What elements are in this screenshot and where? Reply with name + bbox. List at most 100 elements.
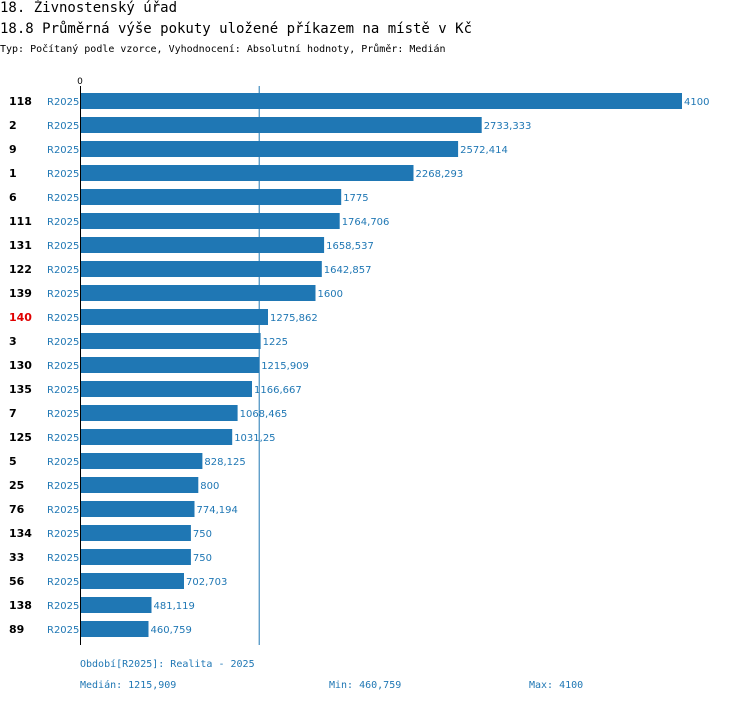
row-id-label: 25 [9, 479, 24, 492]
period-label: R2025 [47, 505, 79, 516]
row-id-label: 56 [9, 575, 25, 588]
bar [81, 237, 325, 253]
period-label: R2025 [47, 481, 79, 492]
period-label: R2025 [47, 121, 79, 132]
period-label: R2025 [47, 289, 79, 300]
row-id-label: 140 [9, 311, 32, 324]
period-label: R2025 [47, 409, 79, 420]
row-id-label: 5 [9, 455, 17, 468]
period-label: R2025 [47, 553, 79, 564]
period-label: R2025 [47, 385, 79, 396]
page-title: 18. Živnostenský úřad [0, 0, 178, 16]
bar [81, 621, 149, 637]
bar [81, 405, 238, 421]
bar-value-label: 800 [200, 481, 219, 492]
bar-value-label: 1215,909 [261, 361, 309, 372]
bar [81, 261, 322, 277]
chart-meta: Typ: Počítaný podle vzorce, Vyhodnocení:… [0, 44, 446, 55]
bar-value-label: 1068,465 [240, 409, 288, 420]
bar-value-label: 702,703 [186, 577, 227, 588]
period-label: R2025 [47, 601, 79, 612]
row-id-label: 135 [9, 383, 32, 396]
row-id-label: 134 [9, 527, 32, 540]
row-id-label: 122 [9, 263, 32, 276]
bar [81, 381, 252, 397]
row-id-label: 131 [9, 239, 32, 252]
bar [81, 333, 261, 349]
bar-value-label: 1225 [263, 337, 288, 348]
row-id-label: 7 [9, 407, 17, 420]
row-id-label: 138 [9, 599, 32, 612]
min-stat: Min: 460,759 [329, 680, 402, 691]
bar [81, 165, 414, 181]
bar-value-label: 2268,293 [416, 169, 464, 180]
period-note: Období[R2025]: Realita - 2025 [80, 659, 255, 670]
bar-value-label: 1600 [318, 289, 343, 300]
row-id-label: 89 [9, 623, 24, 636]
bar-value-label: 1275,862 [270, 313, 318, 324]
row-id-label: 125 [9, 431, 32, 444]
period-label: R2025 [47, 241, 79, 252]
period-label: R2025 [47, 433, 79, 444]
bar [81, 549, 191, 565]
period-label: R2025 [47, 313, 79, 324]
bar [81, 213, 340, 229]
bar-value-label: 1031,25 [234, 433, 275, 444]
row-id-label: 76 [9, 503, 25, 516]
period-label: R2025 [47, 145, 79, 156]
bar-value-label: 481,119 [154, 601, 195, 612]
period-label: R2025 [47, 337, 79, 348]
row-id-label: 3 [9, 335, 17, 348]
bar-value-label: 1642,857 [324, 265, 372, 276]
period-label: R2025 [47, 193, 79, 204]
bar [81, 477, 199, 493]
bar [81, 189, 342, 205]
bar-value-label: 1764,706 [342, 217, 390, 228]
chart-subtitle: 18.8 Průměrná výše pokuty uložené příkaz… [0, 21, 473, 37]
bar-value-label: 774,194 [197, 505, 238, 516]
bar-value-label: 750 [193, 553, 212, 564]
period-label: R2025 [47, 457, 79, 468]
bar [81, 429, 233, 445]
bar-value-label: 750 [193, 529, 212, 540]
bar [81, 453, 203, 469]
max-stat: Max: 4100 [529, 680, 584, 691]
period-label: R2025 [47, 169, 79, 180]
bar [81, 93, 682, 109]
bar [81, 309, 268, 325]
bar-value-label: 2572,414 [460, 145, 508, 156]
row-id-label: 6 [9, 191, 17, 204]
bar-value-label: 1658,537 [326, 241, 374, 252]
bar [81, 525, 191, 541]
bar [81, 501, 195, 517]
row-id-label: 118 [9, 95, 32, 108]
period-label: R2025 [47, 361, 79, 372]
median-stat: Medián: 1215,909 [80, 680, 177, 691]
bar-value-label: 1775 [343, 193, 368, 204]
row-id-label: 139 [9, 287, 32, 300]
period-label: R2025 [47, 529, 79, 540]
bar [81, 357, 260, 373]
period-label: R2025 [47, 577, 79, 588]
bar-value-label: 460,759 [151, 625, 192, 636]
bar-value-label: 828,125 [204, 457, 245, 468]
bar [81, 117, 482, 133]
period-label: R2025 [47, 625, 79, 636]
bar-value-label: 2733,333 [484, 121, 532, 132]
row-id-label: 1 [9, 167, 17, 180]
row-id-label: 111 [9, 215, 32, 228]
period-label: R2025 [47, 97, 79, 108]
bar [81, 573, 184, 589]
row-id-label: 9 [9, 143, 17, 156]
bar [81, 597, 152, 613]
row-id-label: 2 [9, 119, 17, 132]
bar [81, 285, 316, 301]
row-id-label: 33 [9, 551, 24, 564]
row-id-label: 130 [9, 359, 32, 372]
bar-value-label: 4100 [684, 97, 709, 108]
bar [81, 141, 459, 157]
bar-value-label: 1166,667 [254, 385, 302, 396]
period-label: R2025 [47, 265, 79, 276]
x-tick-label: 0 [77, 77, 83, 87]
